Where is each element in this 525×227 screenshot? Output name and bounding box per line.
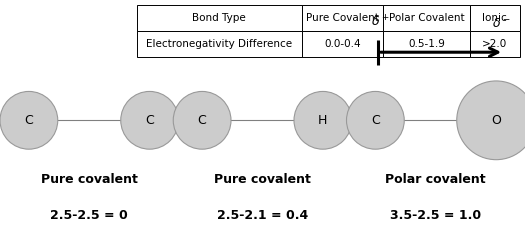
Text: Electronegativity Difference: Electronegativity Difference (146, 39, 292, 49)
Ellipse shape (121, 91, 178, 149)
Bar (470, 5, 520, 31)
Ellipse shape (173, 91, 231, 149)
Text: C: C (371, 114, 380, 127)
Text: H: H (318, 114, 328, 127)
Text: >2.0: >2.0 (482, 39, 508, 49)
Text: 3.5-2.5 = 1.0: 3.5-2.5 = 1.0 (390, 209, 481, 222)
Text: Bond Type: Bond Type (192, 12, 246, 23)
Ellipse shape (346, 91, 404, 149)
Text: Pure covalent: Pure covalent (41, 173, 138, 186)
Text: Polar covalent: Polar covalent (385, 173, 486, 186)
Ellipse shape (294, 91, 352, 149)
Ellipse shape (457, 81, 525, 160)
Bar (302, 31, 383, 57)
Text: C: C (25, 114, 33, 127)
Text: Pure Covalent: Pure Covalent (306, 12, 379, 23)
Text: 0.5-1.9: 0.5-1.9 (408, 39, 445, 49)
Text: Ionic: Ionic (482, 12, 507, 23)
Text: 2.5-2.5 = 0: 2.5-2.5 = 0 (50, 209, 128, 222)
Text: 0.0-0.4: 0.0-0.4 (324, 39, 361, 49)
Text: Polar Covalent: Polar Covalent (388, 12, 465, 23)
Ellipse shape (0, 91, 58, 149)
Text: Pure covalent: Pure covalent (214, 173, 311, 186)
Text: $\delta^+$: $\delta^+$ (371, 14, 390, 30)
Text: $\delta^-$: $\delta^-$ (492, 17, 511, 30)
Text: C: C (145, 114, 154, 127)
Bar (383, 31, 470, 57)
Text: O: O (491, 114, 501, 127)
Bar (470, 31, 520, 57)
Text: C: C (198, 114, 206, 127)
Bar (136, 5, 302, 31)
Text: 2.5-2.1 = 0.4: 2.5-2.1 = 0.4 (217, 209, 308, 222)
Bar (136, 31, 302, 57)
Bar (302, 5, 383, 31)
Bar (383, 5, 470, 31)
